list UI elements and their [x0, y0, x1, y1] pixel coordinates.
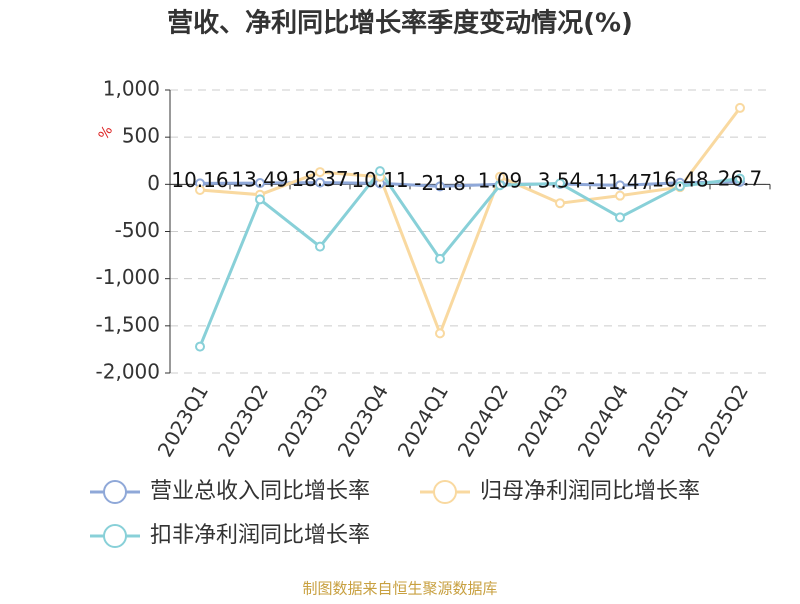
- data-point: [315, 241, 325, 252]
- data-label: 10.11: [351, 168, 408, 192]
- data-label: 1.09: [478, 169, 523, 193]
- y-tick-label: 500: [122, 124, 160, 148]
- y-tick-label: -2,000: [96, 360, 160, 384]
- x-tick-label: 2024Q2: [453, 380, 513, 461]
- x-tick-label: 2025Q2: [693, 380, 753, 461]
- data-label: 10.16: [171, 168, 228, 192]
- data-point: [315, 177, 325, 188]
- data-label: -21.8: [414, 171, 466, 195]
- data-point: [735, 102, 745, 113]
- y-tick-label: 0: [147, 171, 160, 195]
- y-tick-label: 1,000: [103, 77, 160, 101]
- source-note: 制图数据来自恒生聚源数据库: [302, 580, 497, 598]
- data-point: [255, 178, 265, 189]
- data-point: [315, 167, 325, 178]
- series-line: [199, 107, 742, 338]
- legend-label: 营业总收入同比增长率: [150, 479, 370, 504]
- x-tick-label: 2024Q3: [513, 380, 573, 461]
- x-tick-label: 2024Q1: [393, 380, 453, 461]
- legend-marker: [103, 480, 127, 504]
- data-point: [435, 253, 445, 264]
- x-tick-label: 2023Q2: [213, 380, 273, 461]
- x-tick-label: 2023Q3: [273, 380, 333, 461]
- data-label: 18.37: [291, 167, 348, 191]
- data-point: [435, 328, 445, 339]
- data-point: [435, 181, 445, 192]
- x-tick-label: 2024Q4: [573, 380, 633, 461]
- data-point: [555, 178, 565, 189]
- x-tick-label: 2025Q1: [633, 380, 693, 461]
- series-line: [198, 168, 741, 348]
- data-point: [615, 212, 625, 223]
- data-point: [195, 184, 205, 195]
- legend-marker: [433, 480, 457, 504]
- data-point: [735, 173, 745, 184]
- x-tick-label: 2023Q4: [333, 380, 393, 461]
- legend-marker: [103, 524, 127, 548]
- data-label: 26.7: [718, 166, 763, 190]
- data-point: [615, 180, 625, 191]
- data-label: -11.47: [588, 170, 652, 194]
- data-label: 16.48: [651, 167, 708, 191]
- y-tick-label: -1,500: [96, 312, 160, 336]
- data-label: 3.54: [538, 168, 583, 192]
- data-point: [555, 198, 565, 209]
- y-tick-label: -500: [115, 218, 160, 242]
- y-axis-label: %: [96, 123, 117, 143]
- data-point: [195, 341, 205, 352]
- chart-title: 营收、净利同比增长率季度变动情况(%): [167, 8, 633, 39]
- data-point: [375, 166, 385, 177]
- legend-label: 归母净利润同比增长率: [480, 479, 700, 504]
- legend-label: 扣非净利润同比增长率: [150, 523, 370, 548]
- x-tick-label: 2023Q1: [153, 380, 213, 461]
- data-point: [675, 181, 685, 192]
- data-label: 13.49: [231, 168, 288, 192]
- data-point: [615, 190, 625, 201]
- data-point: [255, 194, 265, 205]
- data-point: [495, 180, 505, 191]
- y-tick-label: -1,000: [96, 265, 160, 289]
